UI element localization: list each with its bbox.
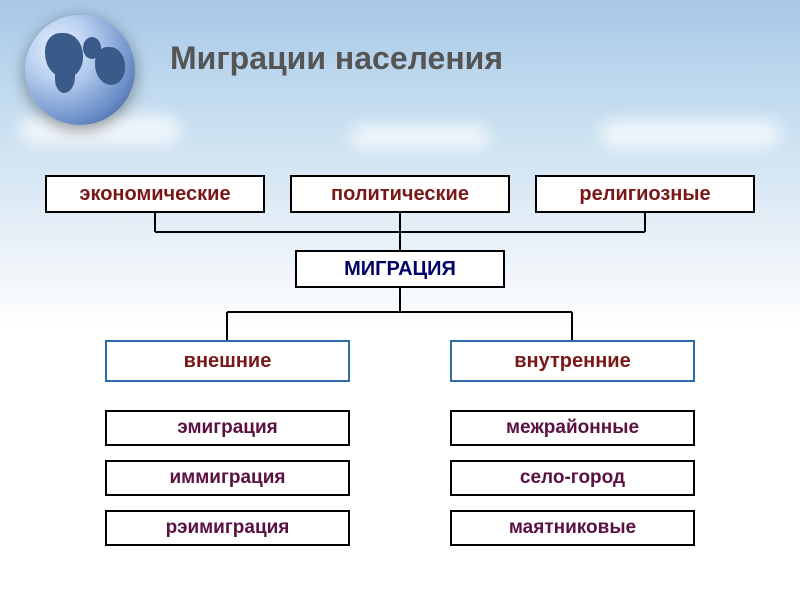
branch-external: внешние <box>105 340 350 382</box>
internal-item-interregional: межрайонные <box>450 410 695 446</box>
cloud-decoration <box>600 120 780 148</box>
top-category-religious: религиозные <box>535 175 755 213</box>
globe-icon <box>25 15 135 125</box>
top-category-economic: экономические <box>45 175 265 213</box>
cloud-decoration <box>350 125 490 149</box>
center-migration: МИГРАЦИЯ <box>295 250 505 288</box>
external-item-immigration: иммиграция <box>105 460 350 496</box>
internal-item-rural-urban: село-город <box>450 460 695 496</box>
page-title: Миграции населения <box>170 40 503 77</box>
top-category-political: политические <box>290 175 510 213</box>
external-item-reemigration: рэимиграция <box>105 510 350 546</box>
external-item-emigration: эмиграция <box>105 410 350 446</box>
branch-internal: внутренние <box>450 340 695 382</box>
internal-item-pendulum: маятниковые <box>450 510 695 546</box>
